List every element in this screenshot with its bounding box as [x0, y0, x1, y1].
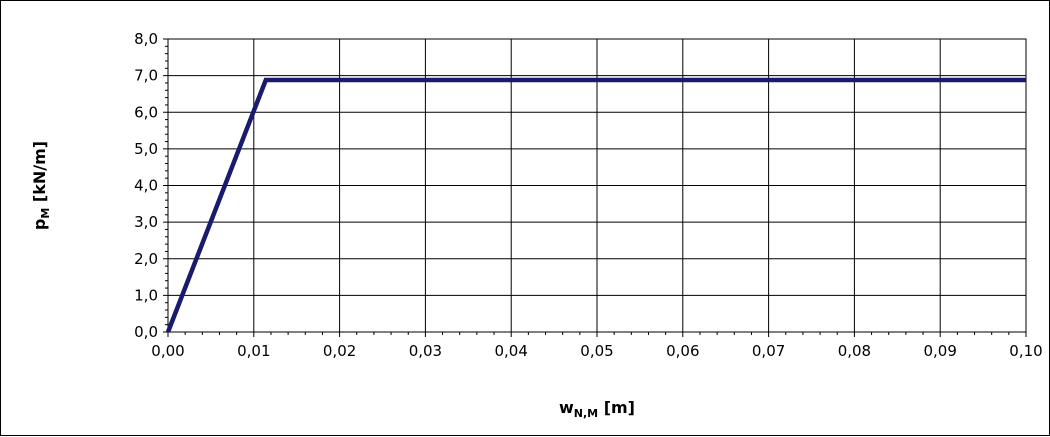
x-tick-label: 0,07	[752, 342, 785, 360]
y-tick-label: 8,0	[134, 30, 158, 48]
y-tick-label: 3,0	[134, 213, 158, 231]
y-tick-label: 1,0	[134, 286, 158, 304]
y-tick-label: 5,0	[134, 140, 158, 158]
y-axis-label: pM [kN/m]	[30, 141, 52, 230]
y-ticks: 0,0 1,0 2,0 3,0 4,0 5,0 6,0 7,0 8,0	[134, 30, 168, 341]
y-tick-label: 2,0	[134, 250, 158, 268]
x-tick-label: 0,04	[494, 342, 527, 360]
x-ticks: 0,00 0,01 0,02 0,03 0,04 0,05 0,06 0,07 0,08 0,09…	[151, 332, 1043, 360]
x-tick-label: 0,06	[666, 342, 699, 360]
x-axis-label-unit: [m]	[598, 398, 635, 417]
x-tick-label: 0,03	[409, 342, 442, 360]
x-axis-label-sub: N,M	[574, 407, 598, 420]
x-tick-label: 0,08	[838, 342, 871, 360]
x-tick-label: 0,05	[580, 342, 613, 360]
x-tick-label: 0,09	[923, 342, 956, 360]
y-axis-label-sub: M	[39, 208, 52, 219]
x-axis-label-main: w	[559, 398, 574, 417]
x-tick-label: 0,01	[237, 342, 270, 360]
y-axis-label-unit: [kN/m]	[30, 141, 49, 208]
grid-lines	[167, 38, 1027, 333]
y-axis-label-main: p	[30, 219, 49, 230]
x-tick-label: 0,00	[151, 342, 184, 360]
x-tick-label: 0,10	[1009, 342, 1042, 360]
y-tick-label: 7,0	[134, 67, 158, 85]
series-line	[165, 77, 1026, 333]
y-tick-label: 6,0	[134, 103, 158, 121]
x-axis-label: wN,M [m]	[559, 398, 635, 420]
y-tick-label: 4,0	[134, 177, 158, 195]
y-tick-label: 0,0	[134, 323, 158, 341]
series-layer	[165, 77, 1026, 333]
x-tick-label: 0,02	[323, 342, 356, 360]
